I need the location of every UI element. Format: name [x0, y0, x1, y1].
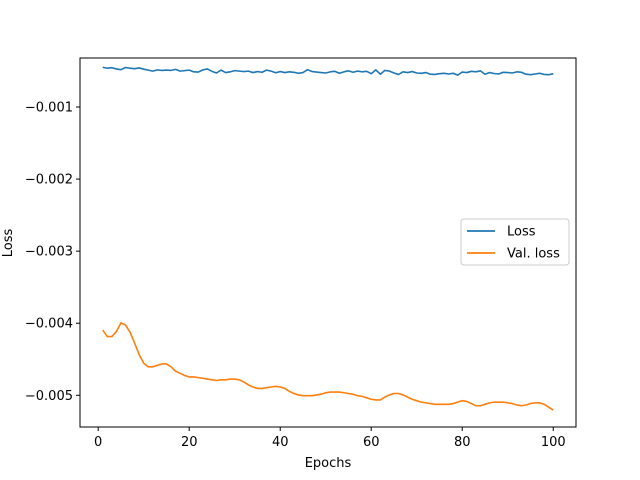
y-tick-label: −0.003 [25, 245, 73, 260]
y-tick-label: −0.005 [25, 389, 73, 404]
x-tick-label: 40 [272, 435, 289, 450]
legend: Loss Val. loss [460, 218, 570, 266]
x-tick-label: 100 [541, 435, 566, 450]
plot-frame [79, 57, 577, 428]
legend-label-1: Val. loss [507, 247, 560, 262]
y-axis-label: Loss [1, 229, 16, 258]
series-line-1 [102, 322, 554, 411]
y-tick-label: −0.004 [25, 317, 73, 332]
plot-area [102, 66, 554, 411]
x-tick-label: 0 [94, 435, 102, 450]
y-tick-label: −0.002 [25, 173, 73, 188]
x-axis: 0 20 40 60 80 100 [94, 427, 566, 450]
x-tick-label: 60 [363, 435, 380, 450]
y-axis: −0.001 −0.002 −0.003 −0.004 −0.005 [25, 101, 80, 404]
legend-label-0: Loss [507, 225, 536, 240]
x-tick-label: 80 [454, 435, 471, 450]
y-tick-label: −0.001 [25, 101, 73, 116]
x-tick-label: 20 [181, 435, 198, 450]
series-line-0 [102, 66, 554, 76]
x-axis-label: Epochs [305, 456, 352, 471]
